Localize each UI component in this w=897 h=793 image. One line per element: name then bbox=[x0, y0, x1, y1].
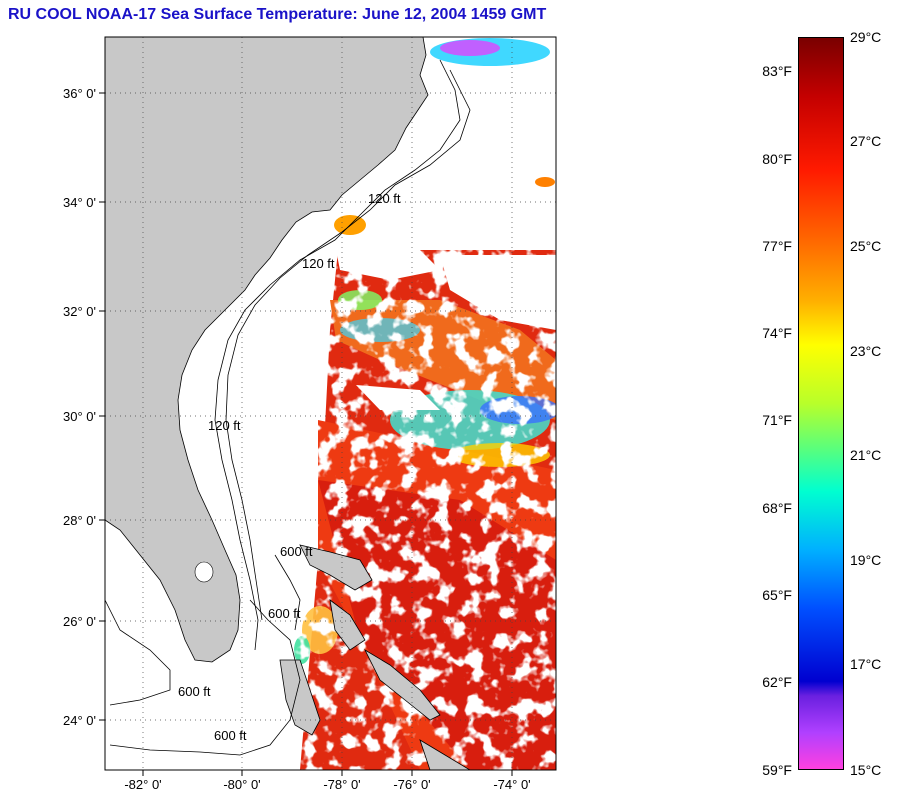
lat-label: 24° 0' bbox=[63, 713, 96, 728]
contour-label: 600 ft bbox=[268, 606, 301, 621]
celsius-label: 27°C bbox=[850, 133, 882, 149]
longitude-labels: -82° 0' -80° 0' -78° 0' -76° 0' -74° 0' bbox=[124, 777, 530, 792]
fahrenheit-label: 65°F bbox=[762, 587, 792, 603]
fahrenheit-label: 74°F bbox=[762, 325, 792, 341]
celsius-label: 25°C bbox=[850, 238, 882, 254]
celsius-label: 15°C bbox=[850, 762, 882, 778]
map-frame bbox=[104, 36, 557, 771]
lon-label: -78° 0' bbox=[323, 777, 360, 792]
graticule bbox=[105, 37, 556, 770]
lon-label: -80° 0' bbox=[223, 777, 260, 792]
lat-label: 26° 0' bbox=[63, 614, 96, 629]
lon-label: -76° 0' bbox=[393, 777, 430, 792]
lat-label: 34° 0' bbox=[63, 195, 96, 210]
celsius-label: 21°C bbox=[850, 447, 882, 463]
latitude-labels: 36° 0' 34° 0' 32° 0' 30° 0' 28° 0' 26° 0… bbox=[63, 86, 96, 728]
map-title: RU COOL NOAA-17 Sea Surface Temperature:… bbox=[8, 6, 547, 23]
sst-swath bbox=[290, 38, 556, 770]
celsius-label: 23°C bbox=[850, 343, 882, 359]
fahrenheit-label: 68°F bbox=[762, 500, 792, 516]
lat-label: 36° 0' bbox=[63, 86, 96, 101]
lat-label: 28° 0' bbox=[63, 513, 96, 528]
lat-label: 32° 0' bbox=[63, 304, 96, 319]
lon-label: -74° 0' bbox=[493, 777, 530, 792]
contour-label: 600 ft bbox=[178, 684, 211, 699]
fahrenheit-label: 62°F bbox=[762, 674, 792, 690]
contour-label: 600 ft bbox=[214, 728, 247, 743]
depth-contours bbox=[105, 59, 471, 756]
celsius-label: 17°C bbox=[850, 656, 882, 672]
contour-label: 600 ft bbox=[280, 544, 313, 559]
tick-marks bbox=[99, 92, 513, 776]
celsius-label: 19°C bbox=[850, 552, 882, 568]
contour-label: 120 ft bbox=[302, 256, 335, 271]
contour-labels: 120 ft 120 ft 120 ft 600 ft 600 ft 600 f… bbox=[178, 191, 401, 743]
contour-label: 120 ft bbox=[368, 191, 401, 206]
fahrenheit-label: 71°F bbox=[762, 412, 792, 428]
lat-label: 30° 0' bbox=[63, 409, 96, 424]
fahrenheit-label: 80°F bbox=[762, 151, 792, 167]
temperature-colorbar bbox=[798, 37, 844, 770]
lon-label: -82° 0' bbox=[124, 777, 161, 792]
fahrenheit-label: 77°F bbox=[762, 238, 792, 254]
fahrenheit-label: 83°F bbox=[762, 63, 792, 79]
contour-label: 120 ft bbox=[208, 418, 241, 433]
land bbox=[105, 37, 471, 770]
celsius-label: 29°C bbox=[850, 29, 882, 45]
fahrenheit-label: 59°F bbox=[762, 762, 792, 778]
lake-okeechobee bbox=[194, 561, 214, 583]
